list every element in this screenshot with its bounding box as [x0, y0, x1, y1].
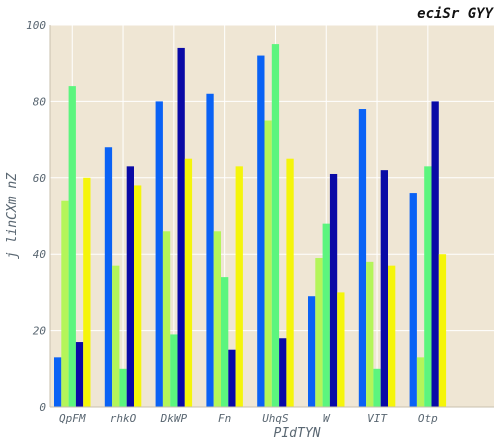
bar-DkWP-s2 [170, 334, 178, 407]
tick-labels: 0 20 40 60 80 100 QpFM rhkO DkWP Fn UhqS W VIT Otp [26, 19, 438, 425]
bar-rhkO-s3 [126, 166, 134, 407]
bars [54, 44, 447, 408]
x-tick-label: Fn [218, 412, 231, 425]
bar-Otp-s1 [416, 357, 425, 407]
bar-DkWP-s0 [155, 101, 163, 408]
bar-DkWP-s1 [162, 231, 171, 407]
x-tick-label: DkWP [160, 412, 188, 425]
bar-W-s4 [337, 292, 345, 407]
bar-rhkO-s1 [112, 265, 120, 407]
bar-Otp-s0 [409, 193, 417, 407]
bar-rhkO-s0 [104, 147, 113, 408]
bar-UhqS-s2 [271, 44, 280, 407]
y-tick-label: 80 [33, 95, 47, 108]
bar-VIT-s0 [358, 109, 367, 407]
bar-Fn-s4 [235, 166, 243, 407]
bar-VIT-s3 [380, 170, 388, 407]
x-tick-label: VIT [367, 412, 388, 425]
bar-rhkO-s2 [119, 368, 127, 407]
bar-QpFM-s1 [61, 200, 69, 407]
bar-Fn-s2 [221, 277, 229, 407]
bar-W-s2 [322, 223, 330, 407]
bar-Fn-s0 [206, 93, 214, 407]
bar-VIT-s2 [373, 368, 381, 407]
x-tick-label: Otp [418, 412, 438, 425]
chart-title: eciSr GYY [417, 6, 494, 22]
bar-QpFM-s0 [54, 357, 62, 407]
bar-QpFM-s2 [68, 86, 76, 408]
bar-rhkO-s4 [134, 185, 142, 407]
x-tick-label: UhqS [262, 412, 289, 425]
x-tick-label: W [323, 412, 331, 425]
y-tick-label: 20 [33, 325, 47, 338]
x-axis-label: PIdTYN [274, 426, 321, 441]
y-tick-label: 100 [26, 19, 46, 32]
y-tick-label: 40 [33, 248, 47, 261]
y-tick-label: 60 [33, 172, 47, 185]
bar-W-s1 [315, 258, 323, 407]
y-tick-label: 0 [39, 401, 46, 414]
y-axis-label: j linCXm nZ [5, 172, 20, 259]
bar-UhqS-s1 [264, 120, 272, 407]
bar-QpFM-s3 [75, 342, 84, 407]
bar-Otp-s3 [431, 101, 439, 408]
bar-Otp-s2 [424, 166, 432, 407]
x-tick-label: QpFM [59, 412, 86, 425]
x-tick-label: rhkO [110, 412, 137, 425]
bar-UhqS-s3 [279, 338, 287, 407]
bar-W-s0 [308, 296, 316, 407]
bar-Otp-s4 [438, 254, 447, 407]
bar-QpFM-s4 [83, 177, 91, 407]
bar-VIT-s1 [366, 261, 374, 407]
bar-VIT-s4 [388, 265, 396, 407]
bar-W-s3 [329, 173, 338, 407]
bar-UhqS-s0 [257, 55, 265, 408]
axes [49, 25, 494, 408]
bar-UhqS-s4 [286, 158, 294, 407]
bar-DkWP-s4 [184, 158, 193, 407]
bar-Fn-s1 [213, 231, 221, 407]
bar-Fn-s3 [228, 349, 236, 407]
bar-DkWP-s3 [177, 47, 185, 408]
